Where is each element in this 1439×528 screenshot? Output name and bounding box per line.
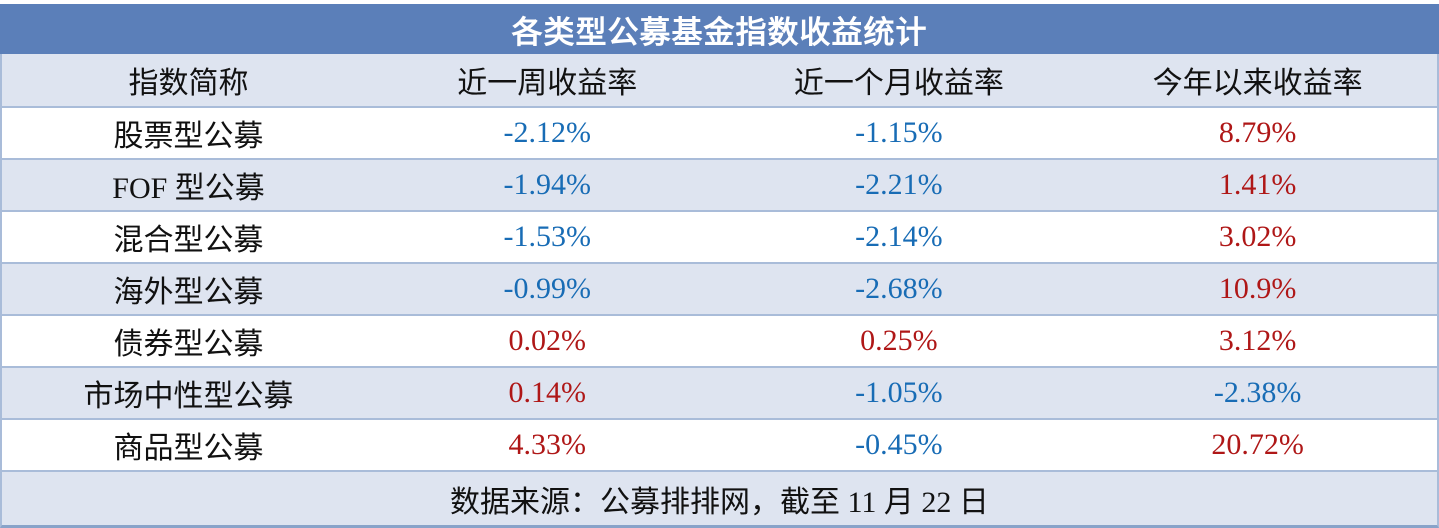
value-cell: 1.41% — [1218, 168, 1297, 201]
row-label: FOF 型公募 — [112, 172, 265, 205]
row-label: 海外型公募 — [113, 276, 264, 309]
table-body: 股票型公募 -2.12% -1.15% 8.79% FOF 型公募 -1.94% -2.21… — [0, 108, 1439, 472]
value-cell: -2.12% — [503, 116, 592, 149]
table-title: 各类型公募基金指数收益统计 — [0, 4, 1439, 54]
column-header-week-return: 近一周收益率 — [457, 67, 638, 100]
row-label: 混合型公募 — [113, 224, 264, 257]
table-row: 债券型公募 0.02% 0.25% 3.12% — [0, 316, 1439, 368]
value-cell: -1.94% — [503, 168, 592, 201]
value-cell: -2.38% — [1213, 376, 1302, 409]
value-cell: -2.68% — [855, 272, 943, 305]
table-row: 股票型公募 -2.12% -1.15% 8.79% — [0, 108, 1439, 160]
source-note: 数据来源：公募排排网，截至 11 月 22 日 — [0, 472, 1439, 528]
column-header-index-name: 指数简称 — [128, 67, 249, 100]
table-row: 商品型公募 4.33% -0.45% 20.72% — [0, 420, 1439, 472]
table-row: 混合型公募 -1.53% -2.14% 3.02% — [0, 212, 1439, 264]
value-cell: 0.25% — [860, 324, 938, 357]
value-cell: -0.99% — [503, 272, 592, 305]
value-cell: 10.9% — [1218, 272, 1297, 305]
row-label: 市场中性型公募 — [83, 380, 294, 413]
value-cell: -2.14% — [855, 220, 943, 253]
value-cell: 3.02% — [1218, 220, 1297, 253]
row-label: 债券型公募 — [113, 328, 264, 361]
table-row: 海外型公募 -0.99% -2.68% 10.9% — [0, 264, 1439, 316]
value-cell: 3.12% — [1218, 324, 1297, 357]
value-cell: 20.72% — [1211, 428, 1304, 461]
table-row: 市场中性型公募 0.14% -1.05% -2.38% — [0, 368, 1439, 420]
value-cell: -1.05% — [855, 376, 943, 409]
value-cell: -1.53% — [503, 220, 592, 253]
row-label: 股票型公募 — [113, 120, 264, 153]
row-label: 商品型公募 — [113, 432, 264, 465]
table-header-row: 指数简称 近一周收益率 近一个月收益率 今年以来收益率 — [0, 54, 1439, 108]
value-cell: 8.79% — [1218, 116, 1297, 149]
value-cell: 4.33% — [508, 428, 587, 461]
value-cell: -2.21% — [855, 168, 943, 201]
value-cell: -1.15% — [855, 116, 943, 149]
table-row: FOF 型公募 -1.94% -2.21% 1.41% — [0, 160, 1439, 212]
value-cell: 0.02% — [508, 324, 587, 357]
value-cell: -0.45% — [855, 428, 943, 461]
column-header-month-return: 近一个月收益率 — [793, 67, 1004, 100]
value-cell: 0.14% — [508, 376, 587, 409]
column-header-ytd-return: 今年以来收益率 — [1152, 67, 1363, 100]
